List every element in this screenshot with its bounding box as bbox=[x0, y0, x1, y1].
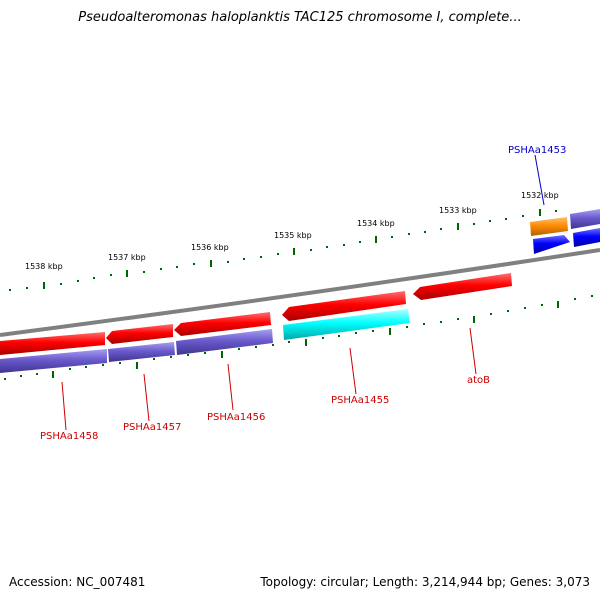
upper-scale-ticks bbox=[9, 209, 557, 291]
scale-label: 1536 kbp bbox=[191, 243, 229, 252]
gene-psha1455[interactable] bbox=[282, 291, 406, 321]
topology-text: Topology: circular; Length: 3,214,944 bp… bbox=[260, 575, 590, 589]
gene-label-psha1457[interactable]: PSHAa1457 bbox=[123, 422, 181, 433]
label-leader-lines bbox=[61, 154, 545, 431]
gene-labels: PSHAa1458 PSHAa1457 PSHAa1456 PSHAa1455 … bbox=[40, 145, 566, 442]
gene-psha1458[interactable] bbox=[0, 332, 105, 355]
gene-orange[interactable] bbox=[530, 217, 568, 236]
gene-psha1457[interactable] bbox=[106, 324, 173, 344]
gene-blue-psha1453[interactable] bbox=[533, 235, 570, 254]
gene-label-atob[interactable]: atoB bbox=[467, 375, 490, 386]
gene-label-psha1458[interactable]: PSHAa1458 bbox=[40, 431, 98, 442]
scale-label: 1537 kbp bbox=[108, 253, 146, 262]
gene-blue-upper-right[interactable] bbox=[573, 228, 600, 247]
scale-label: 1538 kbp bbox=[25, 262, 63, 271]
scale-label: 1535 kbp bbox=[274, 231, 312, 240]
gene-label-psha1453[interactable]: PSHAa1453 bbox=[508, 145, 566, 156]
gene-purple-upper[interactable] bbox=[570, 209, 600, 229]
map-title: Pseudoalteromonas haloplanktis TAC125 ch… bbox=[78, 10, 522, 25]
gene-psha1456[interactable] bbox=[174, 312, 271, 336]
gene-purple-psha1457[interactable] bbox=[108, 342, 175, 362]
gene-atoB[interactable] bbox=[413, 273, 512, 300]
gene-label-psha1456[interactable]: PSHAa1456 bbox=[207, 412, 265, 423]
gene-purple-psha1456[interactable] bbox=[176, 329, 273, 355]
scale-labels: 1538 kbp 1537 kbp 1536 kbp 1535 kbp 1534… bbox=[25, 191, 559, 271]
gene-purple-psha1458[interactable] bbox=[0, 349, 107, 373]
gene-cyan-psha1455[interactable] bbox=[283, 309, 410, 340]
lower-scale-ticks bbox=[4, 295, 593, 380]
gene-label-psha1455[interactable]: PSHAa1455 bbox=[331, 395, 389, 406]
accession-text: Accession: NC_007481 bbox=[9, 575, 146, 589]
scale-label: 1532 kbp bbox=[521, 191, 559, 200]
chromosome-backbone bbox=[0, 248, 600, 337]
scale-label: 1534 kbp bbox=[357, 219, 395, 228]
scale-label: 1533 kbp bbox=[439, 206, 477, 215]
